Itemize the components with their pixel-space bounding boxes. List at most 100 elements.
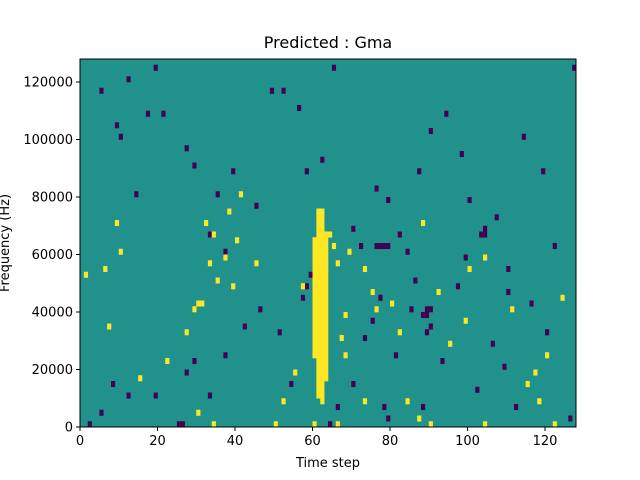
heatmap-cell-high — [335, 260, 340, 267]
heatmap-cell-low — [362, 335, 368, 342]
y-tick-label: 0 — [65, 421, 73, 436]
heatmap-cell-high — [312, 312, 317, 319]
heatmap-cell-low — [176, 421, 182, 428]
heatmap-cell-high — [114, 220, 120, 227]
heatmap-cell-high — [165, 358, 170, 365]
heatmap-cell-high — [320, 277, 325, 284]
heatmap-cell-low — [335, 404, 340, 411]
heatmap-cell-high — [421, 220, 426, 227]
heatmap-cell-high — [312, 289, 317, 296]
heatmap-cell-high — [428, 421, 433, 428]
heatmap-cell-low — [308, 271, 313, 278]
heatmap-cell-high — [316, 358, 321, 365]
heatmap-cell-high — [324, 312, 329, 319]
heatmap-cell-low — [304, 168, 309, 175]
heatmap-cell-high — [324, 363, 329, 370]
heatmap-cell-high — [320, 312, 325, 319]
heatmap-cell-low — [393, 352, 399, 359]
heatmap-cell-high — [320, 254, 325, 261]
heatmap-cell-high — [320, 381, 325, 388]
heatmap-cell-high — [316, 294, 321, 301]
x-tick-label: 40 — [227, 434, 244, 449]
heatmap-cell-high — [324, 283, 329, 290]
heatmap-cell-high — [312, 335, 317, 342]
heatmap-cell-low — [351, 381, 356, 388]
heatmap-cell-low — [374, 185, 379, 192]
heatmap-cell-low — [506, 266, 511, 273]
heatmap-cell-high — [293, 369, 298, 376]
heatmap-cell-low — [552, 243, 557, 250]
heatmap-cell-low — [99, 409, 104, 416]
heatmap-cell-low — [483, 225, 488, 232]
heatmap-cell-low — [297, 105, 302, 112]
heatmap-cell-high — [339, 335, 344, 342]
x-tick-label: 100 — [455, 434, 480, 449]
heatmap-cell-high — [235, 237, 240, 244]
heatmap-cell-high — [436, 289, 441, 296]
heatmap-cell-low — [134, 191, 139, 198]
heatmap-cell-high — [316, 323, 321, 330]
heatmap-cell-high — [316, 392, 321, 399]
heatmap-cell-low — [269, 87, 275, 94]
heatmap-cell-low — [242, 323, 247, 330]
heatmap-cell-high — [312, 300, 317, 307]
heatmap-cell-high — [533, 369, 538, 376]
heatmap-cell-high — [312, 346, 317, 353]
heatmap-cell-high — [312, 283, 317, 290]
heatmap-cell-low — [192, 162, 197, 169]
heatmap-cell-high — [316, 363, 321, 370]
heatmap-cell-low — [424, 312, 430, 319]
heatmap-cell-high — [312, 266, 317, 273]
heatmap-cell-high — [343, 312, 348, 319]
heatmap-cell-low — [463, 254, 468, 261]
heatmap-cell-low — [529, 300, 534, 307]
plot-area — [79, 58, 577, 428]
heatmap-cell-high — [316, 208, 321, 215]
heatmap-cell-high — [320, 392, 325, 399]
heatmap-cell-low — [126, 392, 131, 399]
heatmap-cell-high — [320, 329, 325, 336]
heatmap-cell-high — [560, 294, 565, 301]
heatmap-cell-low — [467, 197, 472, 204]
heatmap-cell-high — [316, 289, 321, 296]
heatmap-cell-low — [277, 329, 282, 336]
heatmap-cell-low — [421, 312, 426, 319]
heatmap-cell-high — [417, 415, 422, 422]
heatmap-cell-high — [320, 289, 325, 296]
heatmap-cell-high — [320, 220, 325, 227]
heatmap-cell-high — [312, 237, 317, 244]
heatmap-cell-high — [320, 231, 325, 238]
heatmap-cell-low — [428, 323, 433, 330]
heatmap-cell-low — [180, 421, 185, 428]
heatmap-cell-high — [316, 340, 321, 347]
heatmap-cell-high — [316, 260, 321, 267]
heatmap-cell-high — [320, 346, 325, 353]
heatmap-cell-high — [390, 300, 395, 307]
heatmap-cell-low — [382, 404, 387, 411]
heatmap-cell-high — [312, 421, 317, 428]
heatmap-cell-high — [467, 266, 472, 273]
heatmap-cell-high — [324, 340, 329, 347]
heatmap-cell-high — [312, 260, 317, 267]
heatmap-cell-high — [324, 346, 329, 353]
heatmap-cell-low — [506, 289, 511, 296]
heatmap-cell-low — [207, 392, 213, 399]
heatmap-cell-high — [312, 329, 317, 336]
heatmap-cell-low — [254, 202, 259, 209]
heatmap-cell-high — [448, 340, 453, 347]
heatmap-cell-high — [316, 306, 321, 313]
heatmap-cell-high — [324, 317, 329, 324]
heatmap-cell-low — [99, 87, 104, 94]
heatmap-cell-high — [552, 421, 557, 428]
heatmap-cell-low — [223, 352, 228, 359]
heatmap-cell-high — [281, 398, 286, 405]
heatmap-cell-low — [223, 248, 228, 255]
heatmap-cell-low — [475, 386, 480, 393]
heatmap-cell-high — [320, 243, 325, 250]
heatmap-cell-high — [510, 306, 515, 313]
heatmap-cell-low — [455, 283, 461, 290]
heatmap-cell-high — [324, 248, 329, 255]
heatmap-cell-high — [207, 260, 213, 267]
heatmap-cell-low — [459, 151, 464, 158]
heatmap-cell-low — [417, 168, 422, 175]
